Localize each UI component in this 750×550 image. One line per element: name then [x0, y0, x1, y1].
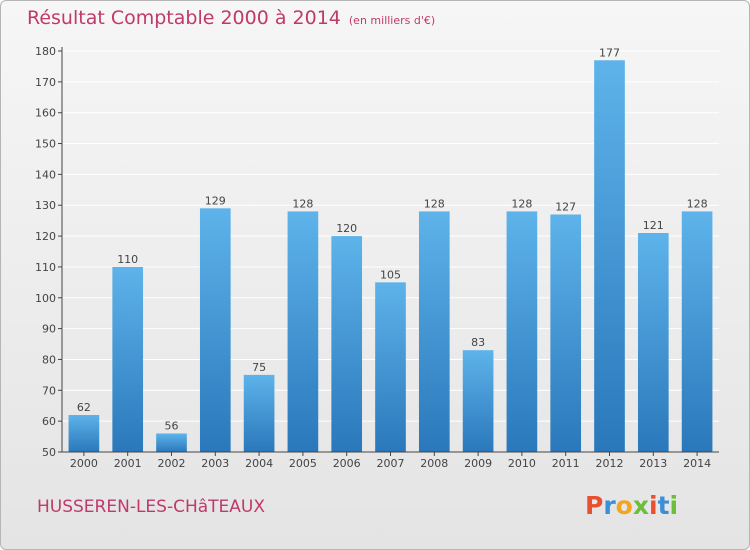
bar — [156, 433, 187, 452]
labels: 50 60 70 80 90 100 110 120 130 140 150 160 170 180 62 2… — [35, 45, 711, 470]
x-tick-label: 2010 — [508, 457, 536, 470]
logo-letter: P — [585, 491, 604, 520]
x-tick-label: 2008 — [420, 457, 448, 470]
commune-name: HUSSEREN-LES-CHâTEAUX — [37, 497, 266, 517]
y-tick-label: 70 — [42, 384, 56, 397]
x-tick-label: 2006 — [333, 457, 361, 470]
y-tick-label: 150 — [35, 138, 56, 151]
y-tick-label: 60 — [42, 415, 56, 428]
logo-letter: i — [649, 491, 658, 520]
y-tick-label: 120 — [35, 230, 56, 243]
bar — [418, 211, 450, 452]
x-tick-label: 2003 — [201, 457, 229, 470]
bar-value-label: 75 — [252, 361, 266, 374]
x-tick-label: 2002 — [158, 457, 186, 470]
bar — [243, 374, 275, 452]
bar — [550, 214, 582, 452]
bar — [375, 282, 406, 452]
logo-letter: t — [657, 491, 670, 520]
x-tick-label: 2004 — [245, 457, 273, 470]
x-tick-label: 2000 — [70, 457, 98, 470]
proxiti-logo: Proxiti — [585, 491, 678, 520]
y-tick-label: 130 — [35, 199, 56, 212]
bar-value-label: 177 — [599, 46, 620, 59]
bar-value-label: 128 — [511, 197, 532, 210]
y-tick-label: 160 — [35, 107, 56, 120]
bar — [287, 211, 319, 452]
x-tick-label: 2005 — [289, 457, 317, 470]
bar — [331, 236, 363, 452]
bar — [506, 211, 538, 452]
x-tick-label: 2011 — [552, 457, 580, 470]
y-tick-label: 180 — [35, 45, 56, 58]
bar — [637, 232, 669, 452]
y-tick-label: 140 — [35, 168, 56, 181]
x-tick-label: 2009 — [464, 457, 492, 470]
logo-letter: i — [669, 491, 679, 520]
bar-value-label: 128 — [292, 197, 313, 210]
chart-subtitle: (en milliers d'€) — [348, 14, 436, 27]
bar-value-label: 56 — [165, 419, 179, 432]
y-tick-label: 100 — [35, 292, 56, 305]
chart-title: Résultat Comptable 2000 à 2014 (en millie… — [27, 7, 435, 29]
y-tick-label: 80 — [42, 353, 56, 366]
bar-value-label: 120 — [336, 222, 357, 235]
bar-value-label: 110 — [117, 253, 138, 266]
bar-value-label: 129 — [205, 194, 226, 207]
bar-value-label: 121 — [643, 219, 664, 232]
y-tick-label: 110 — [35, 261, 56, 274]
bar — [199, 208, 231, 452]
bar-value-label: 62 — [77, 401, 91, 414]
y-tick-label: 90 — [42, 323, 56, 336]
bar-value-label: 128 — [687, 197, 708, 210]
bars — [68, 60, 713, 452]
logo-letter: o — [615, 491, 633, 520]
x-tick-label: 2014 — [683, 457, 711, 470]
x-tick-label: 2007 — [377, 457, 405, 470]
bar — [112, 266, 144, 452]
y-tick-label: 50 — [42, 446, 56, 459]
bar-value-label: 127 — [555, 200, 576, 213]
bar — [462, 350, 494, 452]
x-tick-label: 2012 — [596, 457, 624, 470]
logo-letter: r — [603, 491, 616, 520]
x-tick-label: 2001 — [114, 457, 142, 470]
axes — [58, 47, 719, 456]
bar-value-label: 83 — [471, 336, 485, 349]
chart-title-text: Résultat Comptable 2000 à 2014 — [27, 7, 341, 29]
logo-letter: x — [632, 491, 649, 520]
y-tick-label: 170 — [35, 76, 56, 89]
bar-value-label: 128 — [424, 197, 445, 210]
bar — [68, 414, 100, 452]
bar-value-label: 105 — [380, 268, 401, 281]
x-tick-label: 2013 — [639, 457, 667, 470]
bar — [594, 60, 625, 452]
bar — [681, 211, 713, 452]
